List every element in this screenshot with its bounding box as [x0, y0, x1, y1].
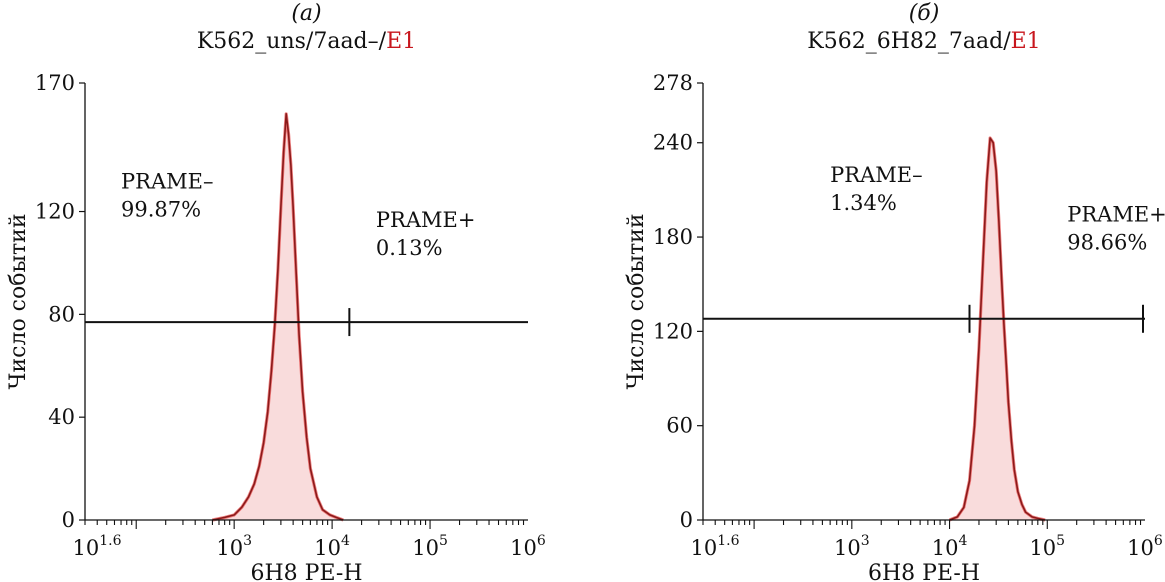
- y-axis-title: Число событий: [6, 213, 31, 389]
- y-tick-label: 80: [48, 302, 75, 326]
- gate-name: PRAME+: [1067, 202, 1165, 226]
- y-tick-label: 240: [653, 131, 693, 155]
- x-axis-title: 6H8 PE-H: [250, 561, 362, 582]
- x-tick-base: 10: [691, 536, 718, 560]
- y-tick-label: 40: [48, 405, 75, 429]
- x-tick-base: 10: [412, 536, 439, 560]
- y-tick-label: 0: [680, 508, 693, 532]
- x-tick-label: 103: [834, 533, 870, 560]
- x-tick-label: 105: [412, 533, 448, 560]
- gate-name: PRAME–: [830, 163, 922, 187]
- y-tick-label: 120: [35, 200, 75, 224]
- chart-title-gate: E1: [386, 29, 416, 54]
- x-axis-title: 6H8 PE-H: [868, 561, 980, 582]
- x-tick-exponent: 3: [243, 533, 252, 549]
- x-tick-base: 10: [314, 536, 341, 560]
- x-tick-exponent: 5: [1056, 533, 1065, 549]
- histogram-outline: [212, 113, 344, 521]
- chart-title-main: K562_uns/7aad–/: [197, 29, 387, 54]
- gate-percent: 1.34%: [830, 191, 897, 215]
- x-tick-base: 10: [834, 536, 861, 560]
- y-tick-label: 60: [666, 414, 693, 438]
- y-tick-label: 180: [653, 225, 693, 249]
- panel-letter: (б): [909, 1, 940, 26]
- x-tick-base: 10: [73, 536, 100, 560]
- x-tick-exponent: 3: [861, 533, 870, 549]
- x-tick-exponent: 1.6: [717, 533, 739, 549]
- gate-percent: 0.13%: [376, 236, 443, 260]
- x-tick-label: 101.6: [73, 533, 122, 560]
- chart-title: K562_uns/7aad–/E1: [197, 29, 416, 54]
- gate-percent: 98.66%: [1067, 230, 1147, 254]
- histogram-fill: [212, 113, 344, 521]
- x-tick-base: 10: [1127, 536, 1154, 560]
- panel-b: (б)K562_6H82_7aad/E1060120180240278101.6…: [624, 1, 1165, 582]
- x-tick-exponent: 6: [1154, 533, 1163, 549]
- histogram-fill: [949, 138, 1046, 520]
- y-axis-title: Число событий: [624, 213, 649, 389]
- chart-title-main: K562_6H82_7aad/: [807, 29, 1011, 54]
- x-tick-label: 101.6: [691, 533, 740, 560]
- x-tick-exponent: 1.6: [99, 533, 121, 549]
- x-tick-label: 105: [1029, 533, 1065, 560]
- y-tick-label: 120: [653, 319, 693, 343]
- chart-title-gate: E1: [1011, 29, 1041, 54]
- x-tick-exponent: 5: [439, 533, 448, 549]
- x-tick-base: 10: [510, 536, 537, 560]
- x-tick-base: 10: [932, 536, 959, 560]
- gate-name: PRAME+: [376, 208, 476, 232]
- gate-percent: 99.87%: [121, 197, 201, 221]
- x-tick-label: 106: [510, 533, 546, 560]
- x-tick-label: 106: [1127, 533, 1163, 560]
- x-tick-label: 104: [314, 533, 350, 560]
- histogram-outline: [949, 137, 1046, 521]
- x-tick-exponent: 4: [341, 533, 350, 549]
- gate-name: PRAME–: [121, 169, 213, 193]
- x-tick-exponent: 4: [958, 533, 967, 549]
- chart-title: K562_6H82_7aad/E1: [807, 29, 1040, 54]
- y-tick-label: 278: [653, 71, 693, 95]
- panel-letter: (а): [291, 1, 321, 26]
- x-tick-label: 103: [216, 533, 252, 560]
- y-tick-label: 170: [35, 71, 75, 95]
- x-tick-exponent: 6: [537, 533, 546, 549]
- x-tick-base: 10: [216, 536, 243, 560]
- x-tick-label: 104: [932, 533, 968, 560]
- x-tick-base: 10: [1029, 536, 1056, 560]
- y-tick-label: 0: [62, 508, 75, 532]
